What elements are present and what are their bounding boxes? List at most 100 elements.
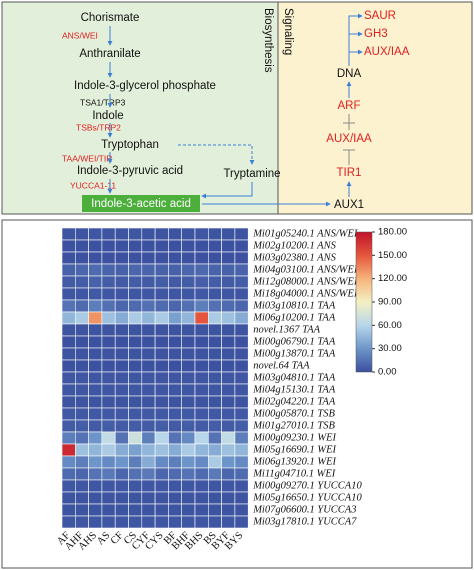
heatmap-cell [75, 407, 89, 421]
colorbar-tick-label: 0.00 [378, 367, 397, 378]
heatmap-cell [101, 227, 116, 241]
heatmap-cell [234, 407, 249, 421]
heatmap-cell [128, 491, 143, 505]
heatmap-cell [88, 263, 103, 277]
heatmap-cell [154, 323, 169, 337]
heatmap-cell [88, 299, 103, 313]
compound: Indole-3-acetic acid [91, 198, 191, 210]
heatmap-cell [61, 455, 76, 469]
heatmap-cell [88, 347, 103, 361]
heatmap-cell [194, 479, 209, 493]
heatmap-cell [234, 251, 249, 265]
heatmap-cell [101, 395, 116, 409]
heatmap-cell [181, 479, 196, 493]
heatmap-cell [221, 251, 236, 265]
heatmap-cell [234, 371, 249, 385]
heatmap-cell [75, 455, 89, 469]
heatmap-cell [101, 311, 116, 325]
heatmap-cell [128, 371, 143, 385]
heatmap-cell [194, 419, 209, 433]
heatmap-cell [114, 383, 129, 397]
heatmap-cell [168, 347, 182, 361]
row-label: Mi05g16650.1 YUCCA10 [252, 492, 362, 503]
heatmap-cell [181, 491, 196, 505]
heatmap-cell [234, 383, 249, 397]
heatmap-cell [168, 503, 182, 517]
colorbar-tick-label: 30.00 [378, 343, 402, 354]
signaling-node: SAUR [364, 10, 396, 22]
heatmap-cell [234, 311, 249, 325]
heatmap-cell [181, 263, 196, 277]
heatmap-cell [168, 419, 182, 433]
heatmap-cell [101, 275, 116, 289]
heatmap-cell [208, 263, 222, 277]
heatmap-cell [114, 395, 129, 409]
heatmap-cell [61, 359, 76, 373]
heatmap-cell [128, 263, 143, 277]
heatmap-cell [75, 275, 89, 289]
heatmap-cell [221, 371, 236, 385]
heatmap-cell [208, 467, 222, 481]
row-label: novel.64 TAA [253, 360, 310, 371]
heatmap-cell [61, 371, 76, 385]
heatmap-cell [141, 311, 156, 325]
heatmap-cell [234, 419, 249, 433]
heatmap-cell [128, 395, 143, 409]
heatmap-cell [141, 347, 156, 361]
heatmap-cell [114, 275, 129, 289]
heatmap-cell [75, 227, 89, 241]
heatmap-cell [194, 515, 209, 529]
heatmap-cell [194, 455, 209, 469]
heatmap-cell [141, 479, 156, 493]
row-label: Mi06g13920.1 WEI [252, 456, 336, 467]
heatmap-cell [61, 251, 76, 265]
heatmap-cell [168, 299, 182, 313]
heatmap-cell [168, 263, 182, 277]
colorbar-tick-label: 60.00 [378, 320, 402, 331]
heatmap-cell [61, 263, 76, 277]
heatmap-cell [221, 287, 236, 301]
heatmap-cell [114, 287, 129, 301]
heatmap-cell [221, 455, 236, 469]
heatmap-cell [234, 287, 249, 301]
heatmap-cell [141, 443, 156, 457]
heatmap-cell [61, 479, 76, 493]
heatmap-cell [88, 395, 103, 409]
heatmap-cell [181, 299, 196, 313]
compound: Indole-3-glycerol phosphate [74, 80, 216, 92]
heatmap-cell [141, 515, 156, 529]
heatmap-cell [75, 431, 89, 445]
heatmap-cell [61, 227, 76, 241]
heatmap-cell [181, 503, 196, 517]
heatmap-cell [208, 443, 222, 457]
heatmap-cell [168, 311, 182, 325]
heatmap-cell [141, 407, 156, 421]
heatmap-cell [168, 455, 182, 469]
heatmap-cell [154, 251, 169, 265]
heatmap-cell [75, 239, 89, 253]
signaling-panel [277, 1, 473, 215]
heatmap-cell [194, 323, 209, 337]
row-label: Mi12g08000.1 ANS/WEI [252, 276, 358, 287]
arrows [107, 13, 363, 207]
heatmap-cell [114, 251, 129, 265]
heatmap-cell [234, 491, 249, 505]
heatmap-cell [234, 515, 249, 529]
heatmap-cell [128, 467, 143, 481]
heatmap-cell [154, 455, 169, 469]
heatmap-cell [208, 515, 222, 529]
row-label: Mi02g10200.1 ANS [252, 240, 336, 251]
heatmap-cell [234, 443, 249, 457]
heatmap-cell [141, 359, 156, 373]
heatmap-cell [75, 335, 89, 349]
heatmap-cell [234, 455, 249, 469]
heatmap-cell [88, 419, 103, 433]
colorbar [355, 231, 373, 373]
heatmap-cell [75, 515, 89, 529]
heatmap-cell [221, 347, 236, 361]
heatmap-cell [234, 479, 249, 493]
heatmap-cell [168, 323, 182, 337]
heatmap-cell [154, 263, 169, 277]
heatmap-cell [234, 275, 249, 289]
row-label: Mi03g17810.1 YUCCA7 [252, 516, 357, 527]
